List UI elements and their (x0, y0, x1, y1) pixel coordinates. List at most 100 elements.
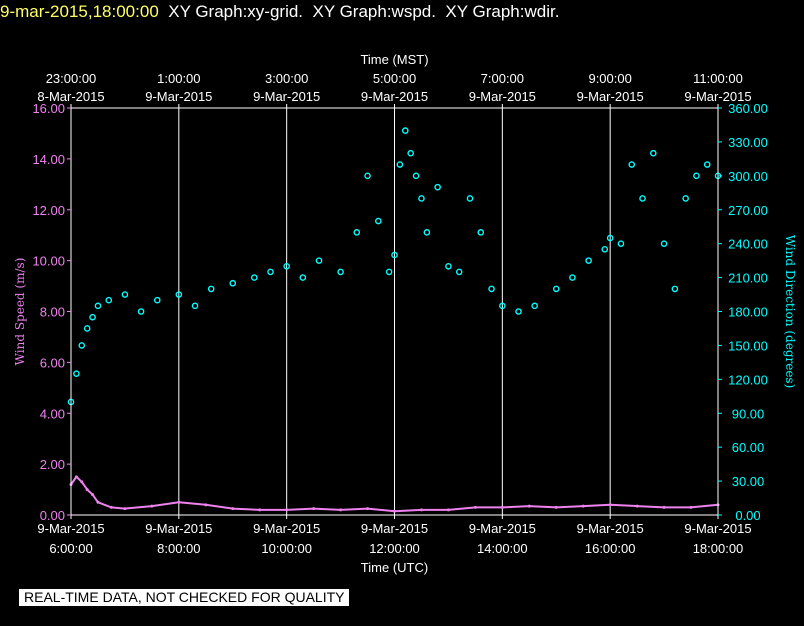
wind-speed-line (70, 475, 719, 513)
wind-speed-point-12 (258, 508, 262, 512)
axis-labels: 9-Mar-2015 6:00:00 9-Mar-2015 8:00:00 9-Mar-… (13, 52, 797, 575)
wind-speed-point-13 (285, 508, 289, 512)
wind-speed-point-27 (662, 505, 666, 509)
wind-direction-point-47 (639, 195, 646, 202)
wind-speed-point-19 (446, 508, 450, 512)
wind-direction-point-50 (671, 285, 679, 293)
x-tick-bottom-time-4: 14:00:00 (477, 541, 528, 556)
header-title-wdir: XY Graph:wdir. (445, 2, 560, 21)
wind-direction-point-35 (477, 229, 485, 236)
wind-direction-point-27 (407, 149, 414, 157)
wind-direction-point-37 (499, 302, 506, 310)
x-tick-top-date-5: 9-Mar-2015 (577, 89, 644, 104)
y-left-tick-7: 14.00 (32, 152, 65, 167)
y-left-tick-8: 16.00 (32, 101, 65, 116)
y-right-tick-11: 330.00 (728, 135, 768, 150)
y-left-tick-1: 2.00 (40, 457, 65, 472)
x-axis-label-top: Time (MST) (360, 52, 428, 67)
y-right-tick-5: 150.00 (728, 338, 768, 353)
wind-direction-point-44 (606, 234, 614, 242)
wind-direction-point-12 (207, 285, 215, 293)
wind-direction-point-51 (682, 195, 689, 202)
wind-direction-point-25 (396, 161, 404, 168)
wind-speed-point-28 (689, 505, 693, 509)
wind-direction-point-29 (418, 195, 425, 202)
wind-direction-point-30 (423, 229, 431, 236)
wind-speed-point-20 (473, 505, 477, 509)
y-right-tick-7: 210.00 (728, 271, 768, 286)
x-tick-bottom-time-2: 10:00:00 (261, 541, 312, 556)
wind-direction-point-15 (267, 268, 274, 276)
wind-direction-point-52 (693, 172, 700, 180)
wind-direction-point-7 (121, 291, 129, 298)
y-right-tick-2: 60.00 (732, 440, 765, 455)
wind-direction-point-5 (94, 302, 102, 310)
wind-direction-point-32 (445, 262, 452, 270)
wind-speed-point-15 (339, 508, 343, 512)
wind-direction-point-36 (488, 285, 495, 293)
x-tick-top-time-2: 3:00:00 (265, 71, 308, 86)
x-axis-label-bottom: Time (UTC) (361, 560, 428, 575)
x-tick-bottom-date-1: 9-Mar-2015 (145, 521, 212, 536)
y-right-tick-4: 120.00 (728, 372, 768, 387)
y-left-tick-0: 0.00 (40, 508, 65, 523)
wind-speed-point-18 (419, 508, 423, 512)
wind-direction-point-28 (412, 172, 420, 180)
wind-speed-point-6 (109, 505, 113, 509)
x-tick-top-time-3: 5:00:00 (373, 71, 416, 86)
wind-speed-point-25 (608, 503, 612, 507)
wind-direction-point-31 (434, 183, 441, 191)
wind-direction-point-45 (617, 240, 625, 247)
wind-speed-point-8 (150, 504, 154, 508)
wind-speed-point-11 (231, 507, 235, 511)
wind-direction-point-21 (364, 172, 371, 180)
wind-direction-point-34 (466, 195, 474, 202)
wind-direction-point-18 (315, 257, 323, 264)
wind-direction-point-22 (375, 217, 382, 225)
y-right-tick-10: 300.00 (728, 169, 768, 184)
wind-direction-point-16 (283, 262, 290, 270)
x-tick-top-time-4: 7:00:00 (481, 71, 524, 86)
wind-direction-point-33 (455, 268, 463, 276)
x-tick-top-date-4: 9-Mar-2015 (469, 89, 536, 104)
y-right-tick-12: 360.00 (728, 101, 768, 116)
wind-direction-point-9 (153, 296, 161, 304)
x-tick-top-date-3: 9-Mar-2015 (361, 89, 428, 104)
wind-direction-point-49 (660, 240, 668, 247)
wind-direction-point-4 (89, 313, 96, 321)
x-tick-top-time-6: 11:00:00 (693, 71, 743, 86)
wind-direction-point-53 (703, 161, 711, 168)
x-tick-bottom-time-3: 12:00:00 (369, 541, 420, 556)
quality-disclaimer: REAL-TIME DATA, NOT CHECKED FOR QUALITY (19, 589, 350, 606)
wind-speed-point-17 (393, 509, 396, 513)
wind-speed-point-3 (85, 488, 89, 492)
wind-direction-point-6 (105, 296, 113, 304)
wind-speed-point-16 (366, 507, 370, 511)
header-title-wspd: XY Graph:wspd. (312, 2, 436, 21)
wind-direction-point-42 (585, 257, 592, 264)
y-left-tick-4: 8.00 (40, 305, 65, 320)
wind-speed-point-10 (204, 503, 208, 507)
x-tick-top-time-5: 9:00:00 (588, 71, 631, 86)
wind-speed-point-23 (554, 505, 558, 509)
y-right-tick-8: 240.00 (728, 237, 768, 252)
x-tick-bottom-date-3: 9-Mar-2015 (361, 521, 428, 536)
header-title-xy-grid: XY Graph:xy-grid. (168, 2, 304, 21)
wind-direction-point-10 (175, 291, 183, 298)
y-right-tick-3: 90.00 (732, 406, 765, 421)
grid-lines (178, 108, 611, 515)
wind-direction-point-39 (531, 302, 538, 310)
wind-speed-point-24 (581, 504, 585, 508)
wind-direction-point-46 (628, 161, 636, 168)
data-series (67, 127, 722, 513)
wind-direction-point-1 (73, 370, 80, 377)
wind-speed-point-9 (177, 500, 181, 504)
y-left-axis-label: Wind Speed (m/s) (13, 258, 27, 366)
wind-direction-point-20 (353, 229, 361, 236)
wind-direction-point-41 (569, 274, 576, 281)
wind-speed-point-2 (80, 480, 84, 484)
x-tick-bottom-date-4: 9-Mar-2015 (469, 521, 536, 536)
x-tick-bottom-time-0: 6:00:00 (49, 541, 92, 556)
wind-direction-point-14 (251, 274, 258, 281)
